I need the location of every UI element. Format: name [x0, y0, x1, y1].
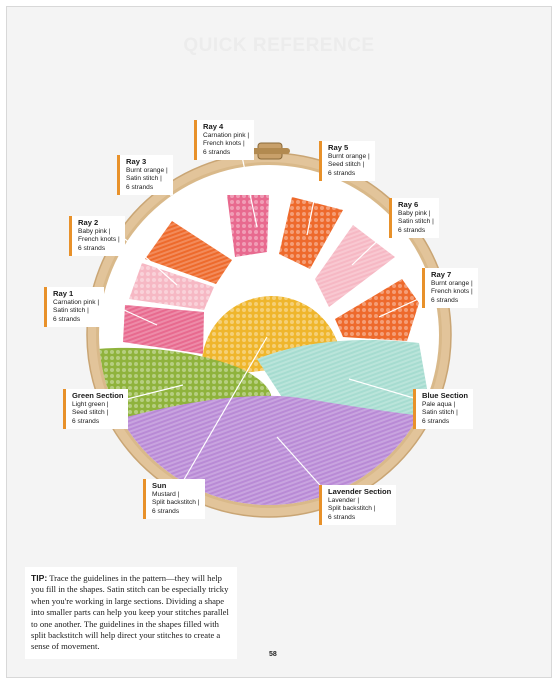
hoop-screw: [250, 148, 290, 154]
ray-4-color: Carnation pink |: [203, 132, 250, 139]
ray-7-title: Ray 7: [431, 270, 452, 279]
lavender-section-label: Lavender Section Lavender | Split backst…: [319, 485, 397, 526]
sun-stitch: Split backstitch |: [152, 499, 200, 507]
page-number: 58: [269, 651, 277, 658]
ray-6-label: Ray 6 Baby pink | Satin stitch | 6 stran…: [389, 198, 439, 239]
ray-7-shape: [335, 279, 419, 341]
ray-1-shape: [123, 305, 204, 354]
blue-section-color: Pale aqua |: [422, 401, 456, 408]
ray-3-label: Ray 3 Burnt orange | Satin stitch | 6 st…: [117, 155, 173, 196]
ray-3-color: Burnt orange |: [126, 167, 168, 174]
lavender-section-stitch: Split backstitch |: [328, 505, 376, 513]
page: QUICK REFERENCE: [6, 6, 552, 678]
ray-6-title: Ray 6: [398, 200, 419, 209]
tip-text: Trace the guidelines in the pattern—they…: [31, 573, 229, 652]
blue-section-shape: [257, 340, 432, 417]
ray-5-color: Burnt orange |: [328, 153, 370, 160]
green-section-strands: 6 strands: [72, 417, 100, 425]
green-section-color: Light green |: [72, 401, 109, 408]
ray-4-shape: [227, 195, 269, 257]
blue-section-strands: 6 strands: [422, 417, 450, 425]
ray-5-strands: 6 strands: [328, 169, 356, 177]
ray-1-strands: 6 strands: [53, 315, 81, 323]
ray-2-label: Ray 2 Baby pink | French knots | 6 stran…: [69, 216, 125, 257]
ray-6-color: Baby pink |: [398, 210, 431, 217]
green-section-stitch: Seed stitch |: [72, 409, 109, 417]
ray-3-strands: 6 strands: [126, 183, 154, 191]
ray-3-shape: [145, 221, 232, 284]
page-header: QUICK REFERENCE: [183, 35, 375, 56]
ray-7-label: Ray 7 Burnt orange | French knots | 6 st…: [422, 268, 478, 309]
tip-box: TIP: Trace the guidelines in the pattern…: [25, 567, 237, 659]
ray-7-color: Burnt orange |: [431, 280, 473, 287]
ray-1-label: Ray 1 Carnation pink | Satin stitch | 6 …: [44, 287, 105, 328]
ray-6-strands: 6 strands: [398, 226, 426, 234]
ray-7-stitch: French knots |: [431, 288, 473, 296]
blue-section-stitch: Satin stitch |: [422, 409, 458, 417]
ray-1-color: Carnation pink |: [53, 299, 100, 306]
sun-color: Mustard |: [152, 491, 180, 498]
ray-5-stitch: Seed stitch |: [328, 161, 365, 169]
ray-4-label: Ray 4 Carnation pink | French knots | 6 …: [194, 120, 255, 161]
ray-4-stitch: French knots |: [203, 140, 245, 148]
ray-4-strands: 6 strands: [203, 148, 231, 156]
ray-5-label: Ray 5 Burnt orange | Seed stitch | 6 str…: [319, 141, 375, 182]
lavender-section-color: Lavender |: [328, 497, 360, 504]
embroidery-hoop-illustration: [86, 142, 452, 518]
ray-4-title: Ray 4: [203, 122, 224, 131]
ray-6-shape: [315, 225, 395, 307]
blue-section-label: Blue Section Pale aqua | Satin stitch | …: [413, 389, 473, 430]
green-section-title: Green Section: [72, 391, 124, 400]
ray-6-stitch: Satin stitch |: [398, 218, 434, 226]
tip-lead: TIP:: [31, 573, 48, 583]
lavender-section-title: Lavender Section: [328, 487, 392, 496]
ray-1-stitch: Satin stitch |: [53, 307, 89, 315]
blue-section-title: Blue Section: [422, 391, 468, 400]
ray-2-shape: [129, 263, 214, 310]
ray-2-strands: 6 strands: [78, 244, 106, 252]
ray-1-title: Ray 1: [53, 289, 74, 298]
sun-label: Sun Mustard | Split backstitch | 6 stran…: [143, 479, 205, 520]
ray-2-stitch: French knots |: [78, 236, 120, 244]
lavender-section-strands: 6 strands: [328, 513, 356, 521]
ray-2-color: Baby pink |: [78, 228, 111, 235]
ray-7-strands: 6 strands: [431, 296, 459, 304]
ray-2-title: Ray 2: [78, 218, 99, 227]
ray-5-shape: [279, 197, 343, 269]
leader-lines: [112, 146, 428, 494]
ray-5-title: Ray 5: [328, 143, 349, 152]
sun-strands: 6 strands: [152, 507, 180, 515]
sun-title: Sun: [152, 481, 167, 490]
green-section-label: Green Section Light green | Seed stitch …: [63, 389, 129, 430]
ray-3-stitch: Satin stitch |: [126, 175, 162, 183]
ray-3-title: Ray 3: [126, 157, 147, 166]
